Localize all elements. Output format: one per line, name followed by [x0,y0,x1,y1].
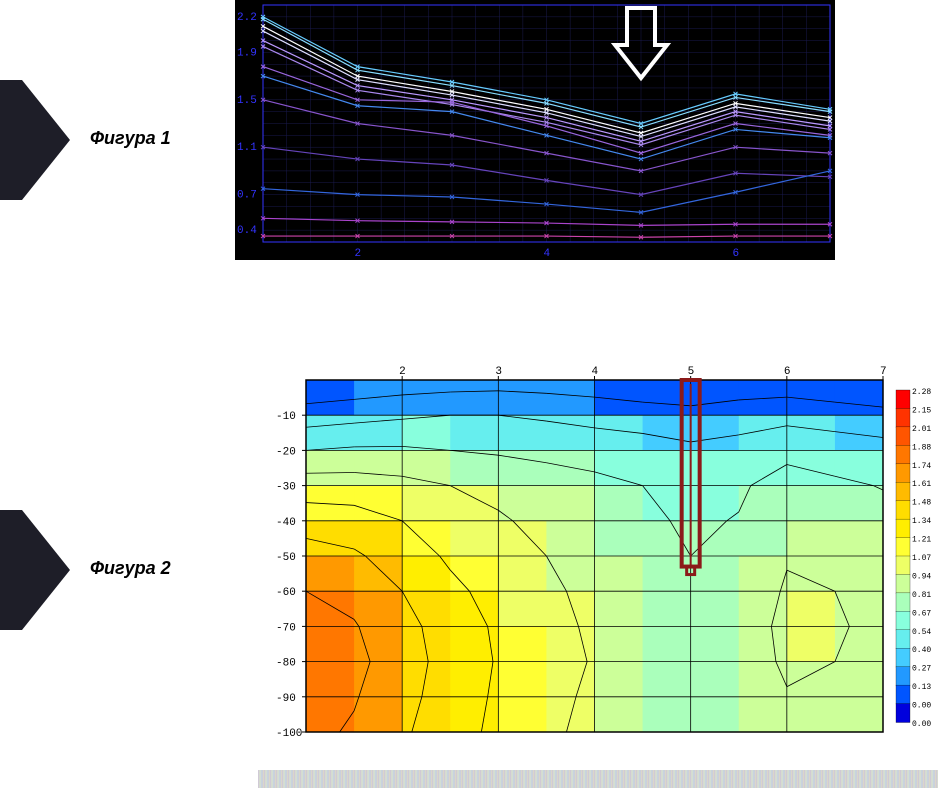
svg-text:1.34: 1.34 [912,517,931,526]
svg-text:-70: -70 [276,622,296,634]
svg-text:1.1: 1.1 [237,142,257,154]
svg-text:2.28: 2.28 [912,388,931,397]
line-chart: 0.4 0.7 1.1 1.5 1.9 2.2 2 4 6 [235,0,835,260]
svg-text:0.40: 0.40 [912,646,931,655]
heatmap-chart: 234567-10-20-30-40-50-60-70-80-90-1002.2… [258,360,938,740]
pentagon-shape [0,80,70,200]
svg-text:0.00: 0.00 [912,702,931,711]
svg-text:-10: -10 [276,411,296,423]
figure-1-text: Фигура 1 [90,128,171,149]
svg-text:2.01: 2.01 [912,425,931,434]
svg-text:1.21: 1.21 [912,536,931,545]
line-chart-svg: 0.4 0.7 1.1 1.5 1.9 2.2 2 4 6 [235,0,835,260]
svg-text:6: 6 [733,248,740,260]
svg-text:2: 2 [355,248,362,260]
svg-text:0.81: 0.81 [912,591,931,600]
svg-text:0.4: 0.4 [237,225,257,237]
svg-text:0.7: 0.7 [237,190,257,202]
noise-strip [258,770,938,788]
svg-text:4: 4 [544,248,551,260]
svg-text:1.9: 1.9 [237,47,257,59]
svg-text:2.2: 2.2 [237,12,257,24]
svg-text:1.74: 1.74 [912,462,931,471]
svg-text:1.5: 1.5 [237,95,257,107]
svg-text:1.07: 1.07 [912,554,931,563]
svg-text:0.13: 0.13 [912,683,931,692]
svg-text:0.54: 0.54 [912,628,931,637]
svg-text:0.67: 0.67 [912,609,931,618]
svg-text:-50: -50 [276,552,296,564]
figure-2-text: Фигура 2 [90,558,171,579]
svg-text:-90: -90 [276,693,296,705]
pentagon-shape [0,510,70,630]
svg-text:-100: -100 [276,728,302,740]
svg-text:-30: -30 [276,482,296,494]
svg-text:1.61: 1.61 [912,480,931,489]
heatmap-svg: 234567-10-20-30-40-50-60-70-80-90-1002.2… [258,360,938,740]
svg-text:-60: -60 [276,587,296,599]
svg-text:0.00: 0.00 [912,720,931,729]
svg-text:2.15: 2.15 [912,406,931,415]
svg-text:1.88: 1.88 [912,443,931,452]
svg-text:-40: -40 [276,517,296,529]
svg-text:0.94: 0.94 [912,572,931,581]
svg-text:-20: -20 [276,446,296,458]
svg-text:0.27: 0.27 [912,665,931,674]
figure-2-label: Фигура 2 [0,510,220,630]
figure-1-label: Фигура 1 [0,80,220,200]
svg-text:-80: -80 [276,658,296,670]
svg-text:1.48: 1.48 [912,499,931,508]
